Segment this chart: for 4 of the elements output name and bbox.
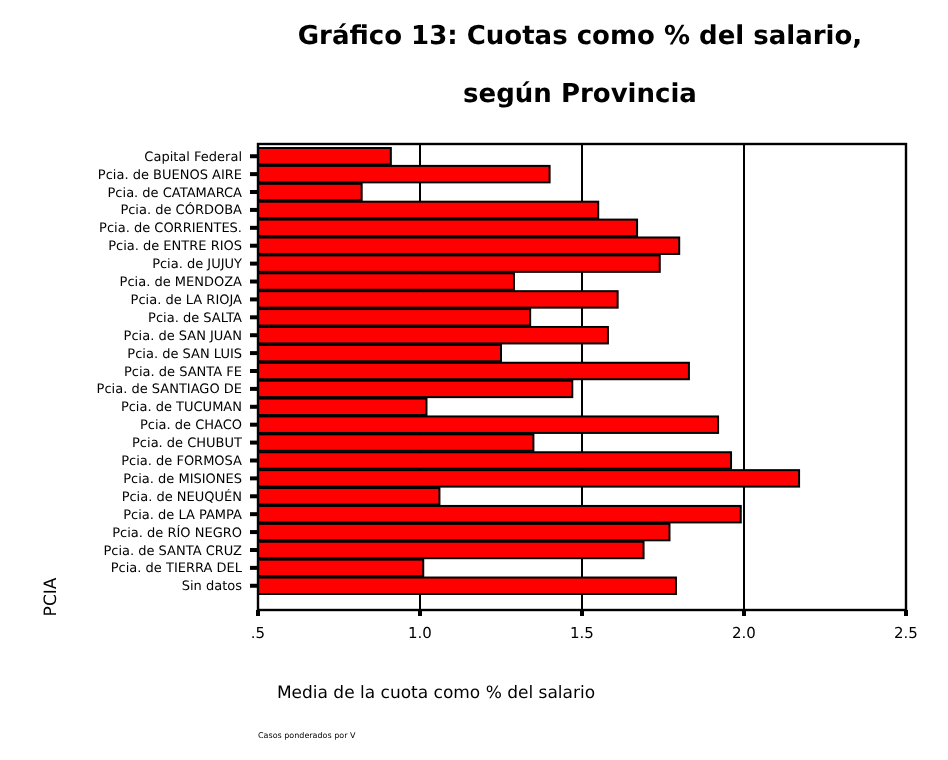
y-axis-title: PCIA xyxy=(42,577,62,617)
chart-subtitle: según Provincia xyxy=(463,80,697,110)
x-axis-title: Media de la cuota como % del salario xyxy=(276,684,596,704)
chart-title: Gráfico 13: Cuotas como % del salario, xyxy=(297,22,863,52)
